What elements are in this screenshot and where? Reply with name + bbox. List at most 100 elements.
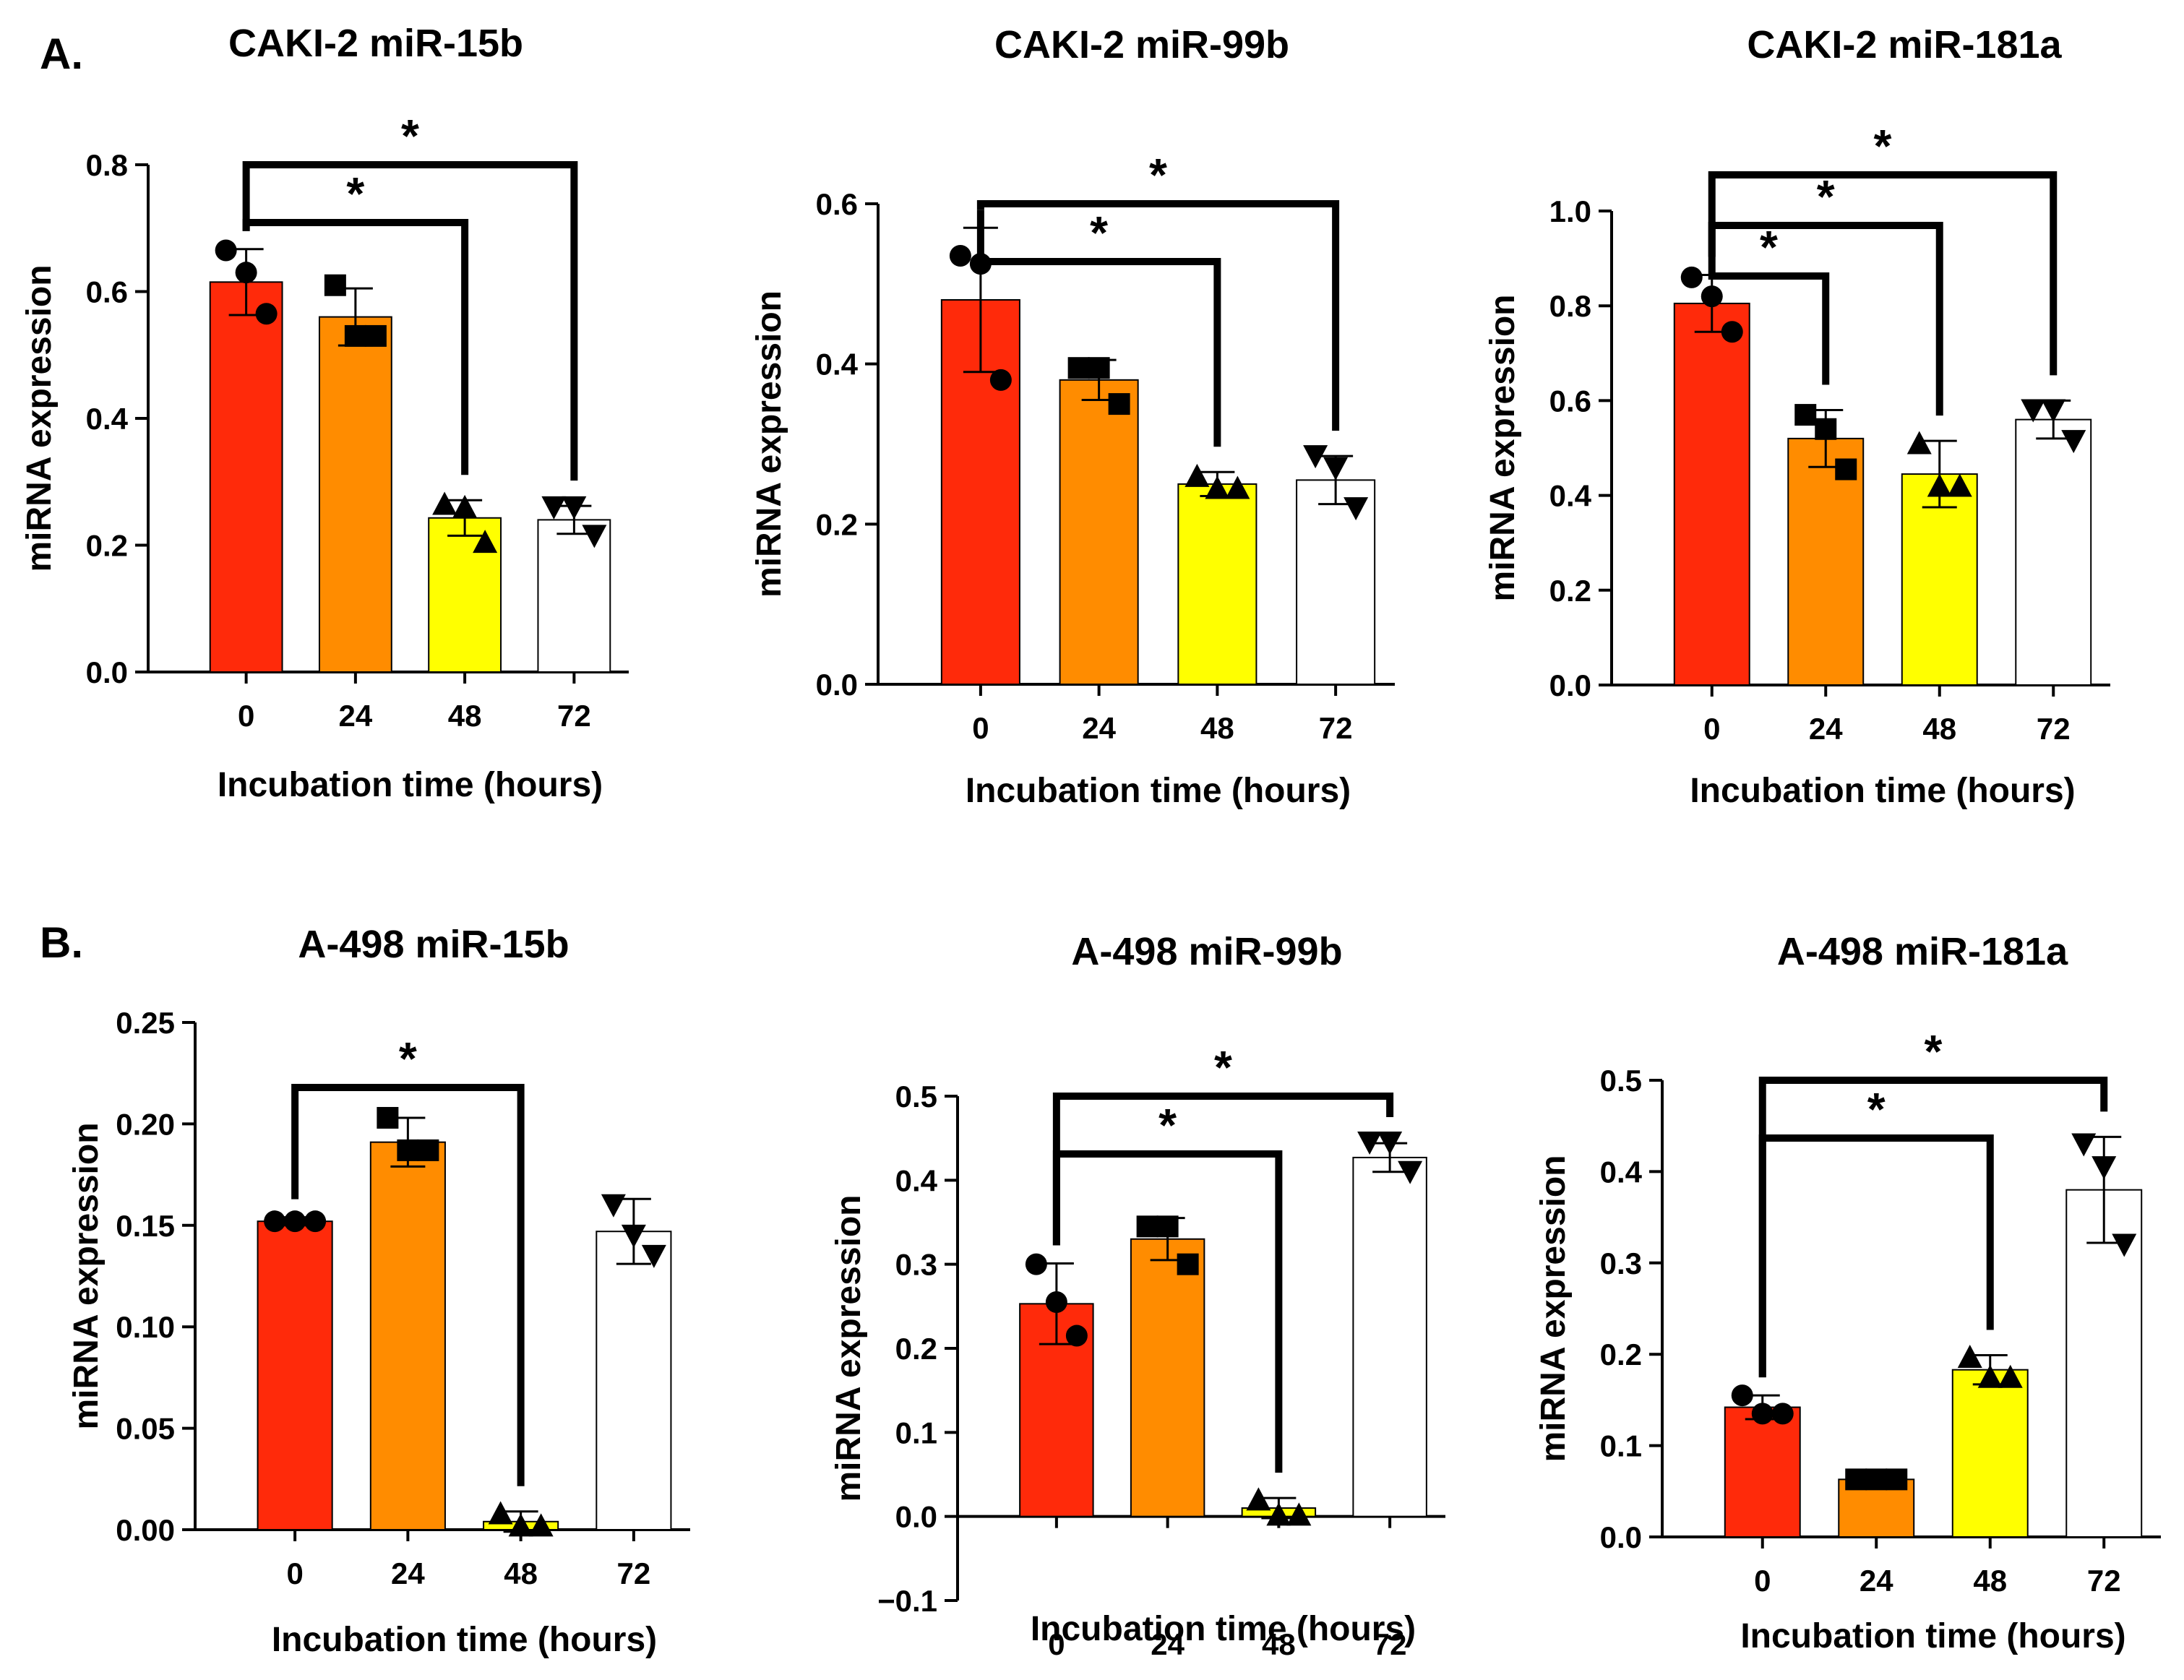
x-tick-label: 24 [1151, 1627, 1185, 1661]
significance-star: * [399, 1033, 417, 1085]
bar-24 [369, 1141, 446, 1530]
data-point [1906, 431, 1932, 455]
data-point [1771, 1403, 1794, 1425]
y-tick-label: 0.15 [116, 1209, 175, 1243]
data-point [1323, 457, 1349, 481]
bar-0 [209, 281, 283, 673]
chart-title: A-498 miR-181a [1777, 930, 2068, 973]
data-point [264, 1210, 286, 1233]
y-tick-label: 0.2 [1600, 1337, 1642, 1371]
data-point [1977, 1364, 2003, 1388]
y-tick-label: 0.4 [1549, 479, 1592, 513]
data-point [1701, 285, 1723, 308]
chart-2: CAKI-2 miR-99b 0.0 0.2 0.4 0.6 0 24 48 72 miRNA e… [750, 23, 1395, 810]
y-tick-label: 0.2 [895, 1332, 937, 1366]
y-axis-label: miRNA expression [1534, 1155, 1573, 1462]
x-tick-label: 24 [339, 699, 373, 733]
bar-72 [2015, 418, 2092, 686]
y-tick-label: 0.6 [86, 275, 128, 309]
x-tick-label: 72 [2037, 712, 2071, 746]
y-tick-label: 0.0 [895, 1500, 937, 1534]
x-tick-label: 48 [1262, 1627, 1296, 1661]
significance-bracket [1758, 1134, 1994, 1378]
y-tick-label: 0.0 [1600, 1520, 1642, 1554]
chart-title: CAKI-2 miR-99b [994, 23, 1289, 66]
data-point [1377, 1131, 1403, 1155]
data-point [324, 274, 346, 296]
chart-title: A-498 miR-15b [298, 923, 569, 966]
data-point [1947, 473, 1972, 497]
significance-star: * [1158, 1099, 1177, 1151]
data-point [473, 530, 498, 553]
chart-title: CAKI-2 miR-15b [228, 22, 523, 65]
chart-6: A-498 miR-181a 0.0 0.1 0.2 0.3 0.4 0.5 0 24 48 72 m… [1534, 930, 2161, 1655]
data-point [528, 1513, 554, 1537]
y-axis-label: miRNA expression [830, 1194, 868, 1502]
data-point [582, 525, 607, 548]
x-tick-label: 48 [1200, 711, 1234, 745]
y-tick-label: 0.0 [86, 655, 128, 689]
y-tick-label: 0.3 [895, 1248, 937, 1282]
data-point [508, 1513, 533, 1537]
charts: CAKI-2 miR-15b 0.0 0.2 0.4 0.6 0.8 0 24 48 72 miRN… [20, 22, 2161, 1661]
data-point [304, 1210, 327, 1233]
data-point [641, 1244, 666, 1268]
y-tick-label: 0.5 [895, 1080, 937, 1113]
data-point [1108, 393, 1130, 415]
y-tick-label: 0.20 [116, 1107, 175, 1141]
bar-48 [1177, 483, 1257, 686]
bar-72 [596, 1231, 672, 1530]
significance-bracket [1052, 1093, 1394, 1246]
data-point [1045, 1291, 1067, 1314]
y-axis-label: miRNA expression [20, 264, 59, 572]
x-tick-label: 24 [391, 1556, 425, 1590]
data-point [1731, 1384, 1753, 1407]
data-point [1246, 1487, 1271, 1511]
data-point [2112, 1233, 2137, 1257]
data-point [2041, 399, 2066, 423]
y-axis-label: miRNA expression [67, 1122, 106, 1429]
data-point [1865, 1468, 1888, 1491]
data-point [1835, 458, 1857, 481]
y-tick-label: 0.6 [816, 187, 858, 221]
y-tick-label: 0.4 [816, 348, 859, 382]
x-tick-label: 48 [1922, 712, 1956, 746]
x-axis-label: Incubation time (hours) [218, 766, 603, 804]
y-axis-label: miRNA expression [1484, 294, 1522, 601]
data-point [1286, 1502, 1312, 1526]
x-tick-label: 0 [972, 711, 989, 745]
x-tick-label: 48 [504, 1556, 538, 1590]
y-tick-label: 0.2 [86, 529, 128, 563]
bar-24 [318, 316, 392, 673]
significance-star: * [1214, 1041, 1232, 1093]
data-point [1177, 1253, 1199, 1275]
bar-24 [1059, 379, 1139, 685]
significance-star: * [1874, 120, 1892, 172]
x-tick-label: 24 [1082, 711, 1116, 745]
data-point [621, 1224, 646, 1248]
x-tick-label: 0 [286, 1556, 303, 1590]
x-tick-label: 24 [1860, 1564, 1893, 1598]
chart-title: A-498 miR-99b [1071, 930, 1342, 973]
significance-bracket [1708, 171, 2058, 376]
y-tick-label: 0.1 [895, 1416, 937, 1449]
data-point [452, 494, 478, 518]
data-point [989, 369, 1012, 391]
y-tick-label: −0.1 [877, 1584, 937, 1618]
panel-label-b: B. [40, 918, 83, 967]
significance-star: * [1867, 1083, 1886, 1135]
significance-bracket [242, 161, 578, 481]
significance-bracket [976, 200, 1340, 431]
data-point [601, 1194, 626, 1218]
significance-star: * [1817, 171, 1835, 223]
y-tick-label: 0.1 [1600, 1429, 1642, 1463]
x-tick-label: 72 [557, 699, 591, 733]
significance-star: * [1090, 207, 1108, 259]
data-point [541, 496, 567, 520]
y-tick-label: 1.0 [1549, 194, 1591, 228]
y-tick-label: 0.4 [1600, 1155, 1643, 1189]
x-axis-label: Incubation time (hours) [272, 1621, 657, 1659]
bar-72 [537, 519, 611, 673]
y-tick-label: 0.4 [86, 402, 129, 436]
data-point [1088, 357, 1110, 379]
